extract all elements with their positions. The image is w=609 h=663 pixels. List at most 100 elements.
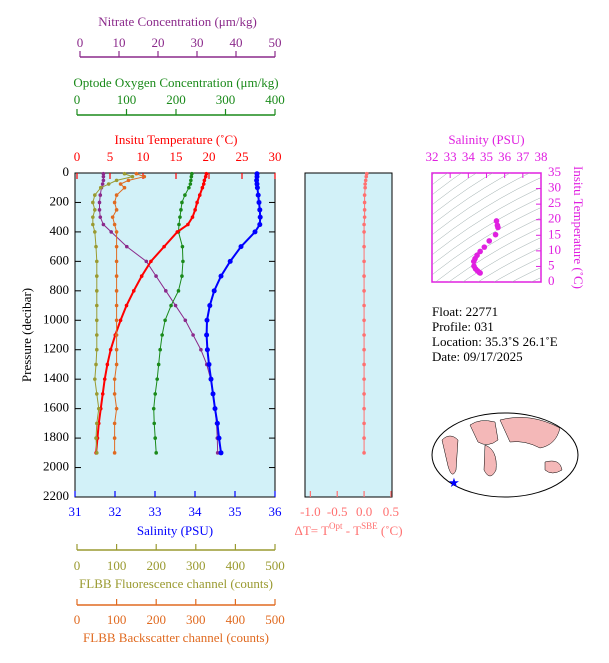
data-point <box>176 289 181 293</box>
data-point <box>93 193 97 197</box>
data-point <box>257 207 263 213</box>
data-point <box>362 318 366 323</box>
x-tick-label: 50 <box>269 35 282 50</box>
data-point <box>362 303 366 308</box>
data-point <box>114 406 119 411</box>
data-point <box>227 258 233 264</box>
data-point <box>95 274 99 278</box>
data-point <box>254 185 260 191</box>
y-tick-label: 1800 <box>43 429 69 444</box>
data-point <box>470 258 477 265</box>
x-tick-label: -1.0 <box>300 504 321 519</box>
y-axis-title: Insitu Temperature (˚C) <box>571 166 586 289</box>
data-point <box>188 182 193 186</box>
data-point <box>152 421 157 426</box>
data-point <box>100 392 105 396</box>
data-point <box>98 185 103 190</box>
data-point <box>193 208 197 212</box>
data-point <box>109 230 113 234</box>
isopycnal <box>530 277 541 282</box>
data-point <box>114 178 119 183</box>
x-tick-label: 36 <box>498 149 512 164</box>
profile-line <box>112 173 147 453</box>
data-point <box>486 238 493 244</box>
data-point <box>256 199 262 205</box>
y-tick-label: 25 <box>548 195 561 210</box>
data-point <box>154 274 158 278</box>
plot-background <box>431 172 542 283</box>
data-point <box>125 244 129 249</box>
data-point <box>362 362 366 367</box>
x-tick-label: 0 <box>74 92 81 107</box>
data-point <box>362 347 366 352</box>
data-point <box>364 171 369 176</box>
data-point <box>93 377 97 381</box>
data-point <box>114 244 119 249</box>
data-point <box>210 391 216 397</box>
data-point <box>362 274 366 278</box>
data-point <box>362 208 367 212</box>
data-point <box>181 259 185 264</box>
data-point <box>255 192 261 198</box>
data-point <box>189 178 193 183</box>
data-point <box>190 215 195 219</box>
data-point <box>189 174 194 179</box>
x-tick-label: 200 <box>146 612 166 627</box>
isopycnal <box>493 257 541 282</box>
y-axis-title: Pressure (decibar) <box>19 288 34 382</box>
x-tick-label: -0.5 <box>327 504 348 519</box>
axis-title: Nitrate Concentration (μm/kg) <box>98 14 257 29</box>
y-tick-label: 2000 <box>43 459 69 474</box>
x-tick-label: 400 <box>226 612 246 627</box>
float-marker: ★ <box>448 475 460 490</box>
y-tick-label: 15 <box>548 226 561 241</box>
x-tick-label: 0 <box>74 612 81 627</box>
data-point <box>122 171 127 176</box>
info-text: Date: 09/17/2025 <box>432 349 523 364</box>
x-axis-title-part: SBE <box>361 521 378 531</box>
data-point <box>169 303 173 308</box>
data-point <box>97 200 102 205</box>
x-tick-label: 500 <box>265 558 285 573</box>
isopycnal <box>432 173 530 236</box>
data-point <box>211 288 217 294</box>
data-point <box>362 377 366 381</box>
data-point <box>114 303 119 308</box>
y-tick-label: 0 <box>548 273 555 288</box>
isopycnal <box>432 173 448 186</box>
data-point <box>97 208 102 212</box>
data-point <box>204 171 209 176</box>
data-point <box>100 182 105 186</box>
data-point <box>118 318 123 323</box>
data-point <box>144 259 149 264</box>
isopycnal <box>432 197 541 266</box>
data-point <box>481 244 488 250</box>
data-point <box>200 185 205 190</box>
isopycnal <box>432 173 494 216</box>
data-point <box>163 318 167 323</box>
isopycnal <box>432 173 477 206</box>
data-point <box>94 436 98 440</box>
data-point <box>363 178 368 183</box>
y-tick-label: 5 <box>548 257 555 272</box>
data-point <box>114 193 119 197</box>
data-point <box>199 347 203 352</box>
plot-background <box>74 172 276 498</box>
x-tick-label: 37 <box>516 149 530 164</box>
data-point <box>94 244 98 249</box>
data-point <box>186 222 190 227</box>
isopycnal <box>432 173 511 226</box>
data-point <box>180 200 184 205</box>
data-point <box>362 244 366 249</box>
data-point <box>93 230 97 234</box>
isopycnal <box>462 237 541 282</box>
x-tick-label: 0.5 <box>383 504 399 519</box>
data-point <box>112 377 117 381</box>
x-tick-label: 32 <box>426 149 439 164</box>
data-point <box>218 273 224 279</box>
x-tick-label: 10 <box>137 149 150 164</box>
data-point <box>492 231 499 238</box>
data-point <box>96 406 101 411</box>
data-point <box>112 451 117 455</box>
